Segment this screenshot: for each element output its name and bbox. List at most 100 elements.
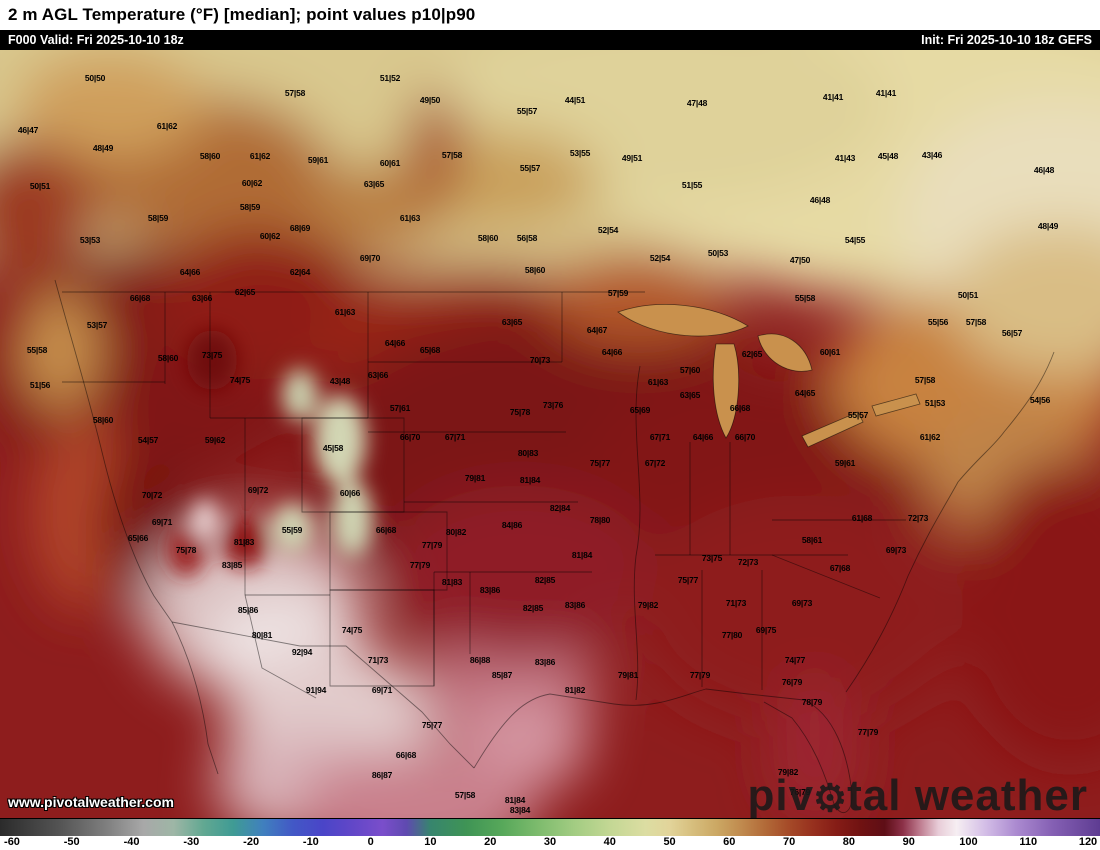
temperature-map[interactable]: 50|50 51|52 57|58 49|50 41|41 41|41 55|57 44|51… bbox=[0, 50, 1100, 818]
point-value: 63|66 bbox=[191, 293, 213, 303]
point-value: 54|57 bbox=[137, 435, 159, 445]
point-value: 64|67 bbox=[586, 325, 608, 335]
point-value: 58|59 bbox=[147, 213, 169, 223]
point-value: 43|48 bbox=[329, 376, 351, 386]
point-value: 45|58 bbox=[322, 443, 344, 453]
point-value: 65|68 bbox=[419, 345, 441, 355]
point-values-layer: 50|50 51|52 57|58 49|50 41|41 41|41 55|57 44|51… bbox=[0, 50, 1100, 818]
colorbar-tick-label: 40 bbox=[603, 836, 616, 848]
point-value: 59|62 bbox=[204, 435, 226, 445]
brand-logo: piv ⚙ tal weather bbox=[747, 771, 1088, 819]
point-value: 59|61 bbox=[307, 155, 329, 165]
point-value: 48|49 bbox=[92, 143, 114, 153]
point-value: 41|41 bbox=[822, 92, 844, 102]
temperature-field-graphic bbox=[0, 50, 1100, 818]
point-value: 59|61 bbox=[834, 458, 856, 468]
colorbar-tick-label: 50 bbox=[663, 836, 676, 848]
point-value: 67|72 bbox=[644, 458, 666, 468]
point-value: 68|69 bbox=[289, 223, 311, 233]
point-value: 67|71 bbox=[649, 432, 671, 442]
brand-text-post: tal weather bbox=[847, 771, 1088, 818]
point-value: 61|68 bbox=[851, 513, 873, 523]
point-value: 58|60 bbox=[199, 151, 221, 161]
colorbar-tick-label: 70 bbox=[783, 836, 796, 848]
point-value: 75|78 bbox=[175, 545, 197, 555]
point-value: 49|51 bbox=[621, 153, 643, 163]
point-value: 64|65 bbox=[794, 388, 816, 398]
point-value: 73|75 bbox=[201, 350, 223, 360]
point-value: 83|86 bbox=[479, 585, 501, 595]
point-value: 48|49 bbox=[1037, 221, 1059, 231]
point-value: 82|85 bbox=[522, 603, 544, 613]
point-value: 92|94 bbox=[291, 647, 313, 657]
point-value: 73|76 bbox=[542, 400, 564, 410]
colorbar bbox=[0, 818, 1100, 836]
point-value: 58|60 bbox=[92, 415, 114, 425]
point-value: 50|53 bbox=[707, 248, 729, 258]
point-value: 66|68 bbox=[375, 525, 397, 535]
point-value: 51|55 bbox=[681, 180, 703, 190]
point-value: 74|77 bbox=[784, 655, 806, 665]
point-value: 84|86 bbox=[501, 520, 523, 530]
point-value: 62|65 bbox=[234, 287, 256, 297]
point-value: 63|66 bbox=[367, 370, 389, 380]
page-title: 2 m AGL Temperature (°F) [median]; point… bbox=[8, 5, 476, 24]
point-value: 85|87 bbox=[491, 670, 513, 680]
point-value: 65|66 bbox=[127, 533, 149, 543]
point-value: 72|73 bbox=[737, 557, 759, 567]
point-value: 77|79 bbox=[689, 670, 711, 680]
colorbar-tick-label: -10 bbox=[302, 836, 319, 848]
point-value: 57|58 bbox=[441, 150, 463, 160]
init-time-label: Init: Fri 2025-10-10 18z GEFS bbox=[921, 33, 1092, 47]
point-value: 52|54 bbox=[597, 225, 619, 235]
point-value: 55|57 bbox=[519, 163, 541, 173]
point-value: 45|48 bbox=[877, 151, 899, 161]
colorbar-tick-label: 30 bbox=[543, 836, 557, 848]
point-value: 81|83 bbox=[233, 537, 255, 547]
point-value: 79|81 bbox=[464, 473, 486, 483]
colorbar-tick-label: 20 bbox=[484, 836, 497, 848]
point-value: 66|68 bbox=[729, 403, 751, 413]
colorbar-tick-label: 100 bbox=[959, 836, 978, 848]
brand-text-pre: piv bbox=[747, 771, 815, 818]
point-value: 81|84 bbox=[571, 550, 593, 560]
colorbar-tick-label: -60 bbox=[4, 836, 20, 848]
point-value: 51|56 bbox=[29, 380, 51, 390]
point-value: 57|61 bbox=[389, 403, 411, 413]
point-value: 58|60 bbox=[477, 233, 499, 243]
point-value: 69|72 bbox=[247, 485, 269, 495]
point-value: 56|58 bbox=[516, 233, 538, 243]
point-value: 50|51 bbox=[957, 290, 979, 300]
point-value: 81|82 bbox=[564, 685, 586, 695]
point-value: 71|73 bbox=[367, 655, 389, 665]
point-value: 46|47 bbox=[17, 125, 39, 135]
point-value: 54|56 bbox=[1029, 395, 1051, 405]
point-value: 47|50 bbox=[789, 255, 811, 265]
point-value: 61|62 bbox=[156, 121, 178, 131]
point-value: 60|61 bbox=[819, 347, 841, 357]
point-value: 55|58 bbox=[26, 345, 48, 355]
point-value: 60|61 bbox=[379, 158, 401, 168]
point-value: 47|48 bbox=[686, 98, 708, 108]
point-value: 52|54 bbox=[649, 253, 671, 263]
point-value: 75|77 bbox=[589, 458, 611, 468]
info-bar: F000 Valid: Fri 2025-10-10 18z Init: Fri… bbox=[0, 30, 1100, 50]
point-value: 60|66 bbox=[339, 488, 361, 498]
valid-time-label: F000 Valid: Fri 2025-10-10 18z bbox=[8, 33, 184, 47]
point-value: 61|63 bbox=[647, 377, 669, 387]
point-value: 57|58 bbox=[965, 317, 987, 327]
point-value: 71|73 bbox=[725, 598, 747, 608]
point-value: 57|60 bbox=[679, 365, 701, 375]
gear-icon: ⚙ bbox=[813, 778, 849, 818]
great-lakes bbox=[617, 304, 921, 448]
point-value: 83|86 bbox=[534, 657, 556, 667]
point-value: 55|56 bbox=[927, 317, 949, 327]
point-value: 50|50 bbox=[84, 73, 106, 83]
point-value: 75|77 bbox=[421, 720, 443, 730]
point-value: 69|73 bbox=[791, 598, 813, 608]
point-value: 41|41 bbox=[875, 88, 897, 98]
colorbar-tick-label: -20 bbox=[243, 836, 260, 848]
point-value: 67|68 bbox=[829, 563, 851, 573]
point-value: 81|84 bbox=[504, 795, 526, 805]
